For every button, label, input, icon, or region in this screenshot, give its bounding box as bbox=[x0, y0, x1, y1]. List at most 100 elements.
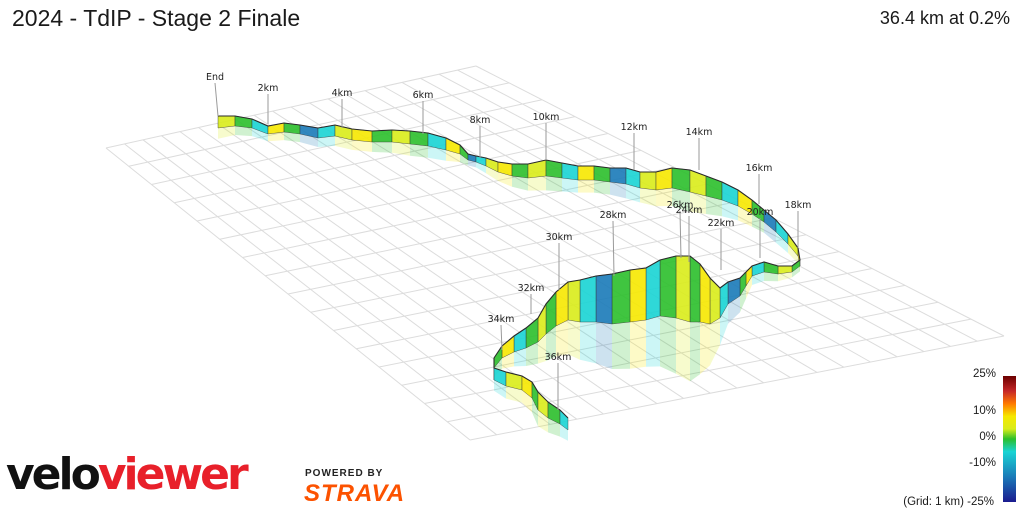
reflection-segment bbox=[660, 316, 676, 374]
distance-label: 16km bbox=[746, 163, 773, 174]
distance-label: 32km bbox=[518, 283, 545, 294]
wall-segment bbox=[671, 167, 691, 193]
wall-segment bbox=[611, 269, 631, 325]
distance-leader-line bbox=[679, 210, 682, 259]
reflection-segment bbox=[526, 342, 538, 366]
reflection-segment bbox=[676, 318, 690, 382]
wall-segment bbox=[609, 167, 627, 185]
wall-segment bbox=[639, 171, 657, 191]
grid-line bbox=[287, 200, 741, 295]
distance-label: 20km bbox=[747, 207, 774, 218]
wall-segment bbox=[595, 273, 613, 325]
reflection-segment bbox=[486, 166, 498, 181]
route-summary: 36.4 km at 0.2% bbox=[879, 8, 1010, 28]
reflection-segment bbox=[752, 272, 764, 285]
reflection-segment bbox=[528, 176, 546, 191]
reflection-segment bbox=[268, 132, 284, 142]
logo-velo: velo bbox=[6, 449, 101, 500]
reflection-segment bbox=[690, 192, 706, 214]
reflection-segment bbox=[792, 266, 800, 278]
reflection-segment bbox=[580, 322, 596, 364]
reflection-segment bbox=[646, 316, 660, 367]
reflection-segment bbox=[352, 140, 372, 152]
grid-line bbox=[265, 183, 708, 277]
distance-label: 12km bbox=[621, 122, 648, 133]
reflection-segment bbox=[410, 144, 428, 158]
wall-segment bbox=[577, 165, 595, 181]
distance-label: 34km bbox=[488, 314, 515, 325]
reflection-segment bbox=[428, 146, 446, 161]
grid-line bbox=[242, 166, 675, 258]
grade-legend bbox=[1003, 376, 1016, 502]
distance-leader-line bbox=[500, 324, 503, 351]
wall-segment bbox=[659, 255, 677, 319]
reflection-segment bbox=[738, 206, 752, 227]
wall-top-edge bbox=[218, 115, 801, 419]
distance-label: 26km bbox=[667, 200, 694, 211]
grid-line bbox=[151, 99, 543, 185]
reflection-segment bbox=[522, 390, 532, 413]
reflection-segment bbox=[640, 188, 656, 207]
reflection-segment bbox=[594, 180, 610, 195]
wall-segment bbox=[705, 175, 723, 201]
reflection-segment bbox=[560, 424, 568, 441]
reflection-segment bbox=[476, 162, 486, 174]
reflection-segment bbox=[392, 142, 410, 156]
distance-label: 6km bbox=[413, 90, 434, 101]
distance-leader-line bbox=[612, 220, 615, 277]
reflection-segment bbox=[776, 232, 788, 253]
page-title: 2024 - TdIP - Stage 2 Finale bbox=[12, 5, 301, 31]
wall-segment bbox=[689, 255, 701, 323]
grid-note: (Grid: 1 km) -25% bbox=[903, 496, 994, 508]
legend-label-0: 0% bbox=[979, 431, 996, 443]
ground-grid bbox=[105, 65, 1005, 441]
reflection-segment bbox=[656, 188, 672, 207]
reflection-segment bbox=[690, 322, 700, 382]
reflection-segment bbox=[538, 410, 548, 433]
reflection-segment bbox=[502, 352, 514, 369]
distance-label: 28km bbox=[600, 210, 627, 221]
reflection-segment bbox=[610, 182, 626, 199]
distance-label: 8km bbox=[470, 115, 491, 126]
legend-label-min: -25% bbox=[967, 496, 994, 508]
grid-line bbox=[310, 217, 774, 313]
legend-label-10: 10% bbox=[972, 405, 996, 417]
reflection-segment bbox=[764, 272, 778, 282]
reflection-segment bbox=[532, 398, 538, 427]
reflection-segment bbox=[218, 126, 235, 139]
reflection-segment bbox=[612, 322, 630, 369]
distance-labels: End 2km 4km 6km 8km 10km 12km 14km 16km 18km 20km 2… bbox=[206, 72, 811, 363]
wall-segment bbox=[217, 115, 236, 129]
reflection-segment bbox=[284, 132, 300, 143]
veloviewer-logo[interactable]: veloviewer bbox=[6, 453, 249, 497]
distance-label: 14km bbox=[686, 127, 713, 138]
reflection-segment bbox=[514, 348, 526, 367]
strava-logo[interactable]: STRAVA bbox=[304, 480, 406, 507]
reflection-segment bbox=[546, 176, 562, 192]
wall-segment bbox=[645, 259, 661, 321]
reflection-segment bbox=[700, 322, 710, 375]
legend-label-max: 25% bbox=[972, 368, 996, 380]
reflection-segment bbox=[710, 318, 720, 366]
wall-segment bbox=[511, 163, 529, 179]
distance-label: End bbox=[206, 72, 224, 83]
wall-segment bbox=[629, 267, 647, 323]
reflection-segment bbox=[512, 176, 528, 191]
reflection-segment bbox=[778, 272, 792, 282]
grid-line bbox=[128, 82, 510, 167]
reflection-segment bbox=[626, 184, 640, 203]
distance-label: 22km bbox=[708, 218, 735, 229]
reflection-segment bbox=[235, 126, 252, 137]
distance-label: 4km bbox=[332, 88, 353, 99]
reflection-segment bbox=[764, 222, 776, 243]
distance-leaders bbox=[214, 82, 799, 410]
wall-segment bbox=[593, 165, 611, 183]
reflection-segment bbox=[318, 136, 335, 147]
wall-segment bbox=[579, 275, 597, 323]
legend-label-minus10: -10% bbox=[969, 457, 996, 469]
distance-label: 10km bbox=[533, 112, 560, 123]
grid-line bbox=[105, 65, 477, 149]
distance-label: 24km bbox=[676, 205, 703, 216]
reflection-segment bbox=[372, 142, 392, 153]
